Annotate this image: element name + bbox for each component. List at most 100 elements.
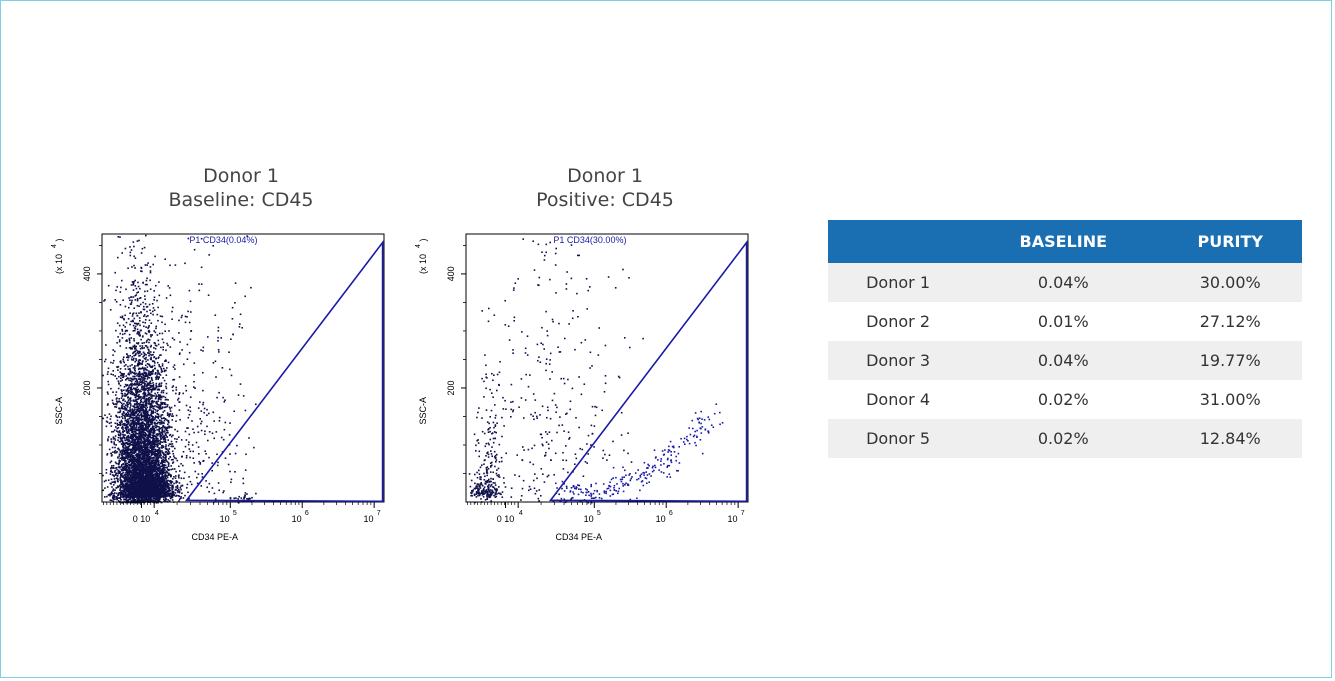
- scatter-point: [166, 484, 169, 487]
- scatter-point: [115, 473, 117, 476]
- scatter-point: [156, 446, 159, 448]
- scatter-point: [112, 500, 114, 503]
- scatter-point: [110, 492, 112, 495]
- scatter-point: [150, 410, 153, 413]
- scatter-point: [151, 422, 153, 425]
- scatter-point: [151, 379, 154, 382]
- scatter-point: [169, 497, 172, 500]
- scatter-point: [121, 403, 124, 406]
- scatter-point: [124, 247, 127, 250]
- scatter-point: [131, 383, 134, 385]
- scatter-point: [147, 433, 150, 435]
- scatter-point: [129, 424, 132, 427]
- scatter-point: [151, 465, 153, 467]
- scatter-point: [131, 356, 133, 358]
- scatter-point: [161, 475, 163, 477]
- scatter-point: [147, 383, 150, 386]
- scatter-point: [161, 491, 163, 494]
- scatter-point: [113, 441, 115, 443]
- scatter-point: [160, 435, 162, 437]
- scatter-point: [156, 481, 158, 484]
- scatter-point: [120, 440, 122, 443]
- scatter-point: [149, 450, 151, 452]
- scatter-point: [149, 436, 151, 439]
- scatter-point: [164, 360, 167, 362]
- scatter-point: [130, 470, 133, 472]
- scatter-point: [119, 451, 122, 454]
- scatter-point: [132, 375, 134, 378]
- scatter-point: [147, 389, 149, 392]
- scatter-point: [149, 463, 151, 465]
- scatter-point: [166, 452, 169, 454]
- scatter-point: [137, 448, 140, 451]
- scatter-point: [137, 343, 139, 345]
- scatter-point: [141, 449, 143, 452]
- scatter-point: [126, 481, 129, 483]
- scatter-point: [143, 412, 145, 415]
- scatter-point: [153, 443, 155, 446]
- scatter-point: [138, 451, 140, 454]
- scatter-point: [138, 495, 140, 498]
- scatter-point: [127, 453, 129, 455]
- scatter-point: [145, 380, 148, 383]
- scatter-point: [161, 406, 164, 408]
- scatter-point: [165, 456, 167, 458]
- scatter-point: [171, 481, 174, 483]
- scatter-point: [147, 456, 149, 459]
- scatter-point: [130, 451, 133, 453]
- scatter-point: [126, 329, 129, 332]
- scatter-point: [152, 416, 154, 419]
- scatter-point: [148, 399, 150, 402]
- scatter-point: [147, 397, 150, 399]
- scatter-point: [129, 365, 132, 367]
- scatter-point: [129, 398, 132, 401]
- scatter-point: [158, 484, 160, 487]
- scatter-point: [120, 493, 122, 496]
- scatter-point: [151, 445, 153, 448]
- scatter-point: [125, 497, 127, 500]
- scatter-point: [139, 461, 142, 463]
- scatter-point: [151, 385, 153, 387]
- scatter-point: [135, 456, 138, 458]
- scatter-point: [145, 458, 148, 461]
- scatter-point: [119, 384, 122, 387]
- scatter-point: [155, 472, 158, 475]
- scatter-point: [148, 400, 150, 403]
- scatter-point: [146, 472, 148, 475]
- scatter-point: [142, 425, 144, 428]
- scatter-point: [144, 415, 146, 417]
- scatter-point: [125, 347, 128, 349]
- scatter-point: [145, 465, 147, 468]
- scatter-point: [134, 396, 137, 399]
- scatter-point: [146, 411, 149, 414]
- scatter-point: [138, 461, 140, 463]
- scatter-point: [173, 468, 176, 470]
- scatter-point: [116, 366, 118, 368]
- scatter-point: [122, 417, 124, 420]
- scatter-point: [112, 484, 115, 486]
- scatter-point: [113, 359, 115, 362]
- scatter-point: [168, 448, 171, 450]
- scatter-point: [150, 412, 153, 414]
- scatter-point: [167, 439, 169, 441]
- scatter-point: [136, 438, 139, 440]
- scatter-point: [154, 441, 156, 444]
- scatter-point: [155, 437, 157, 439]
- scatter-point: [107, 367, 110, 370]
- scatter-point: [153, 351, 155, 354]
- scatter-point: [163, 472, 165, 474]
- scatter-point: [168, 426, 170, 429]
- scatter-point: [129, 346, 132, 349]
- scatter-point: [153, 356, 155, 359]
- scatter-point: [109, 473, 112, 475]
- scatter-point: [157, 385, 160, 388]
- scatter-point: [138, 381, 141, 383]
- scatter-point: [170, 497, 173, 499]
- scatter-point: [128, 424, 131, 427]
- scatter-point: [134, 423, 136, 425]
- scatter-point: [136, 398, 139, 401]
- scatter-point: [110, 499, 113, 502]
- scatter-point: [141, 447, 143, 450]
- scatter-point: [162, 475, 165, 477]
- scatter-point: [124, 416, 126, 419]
